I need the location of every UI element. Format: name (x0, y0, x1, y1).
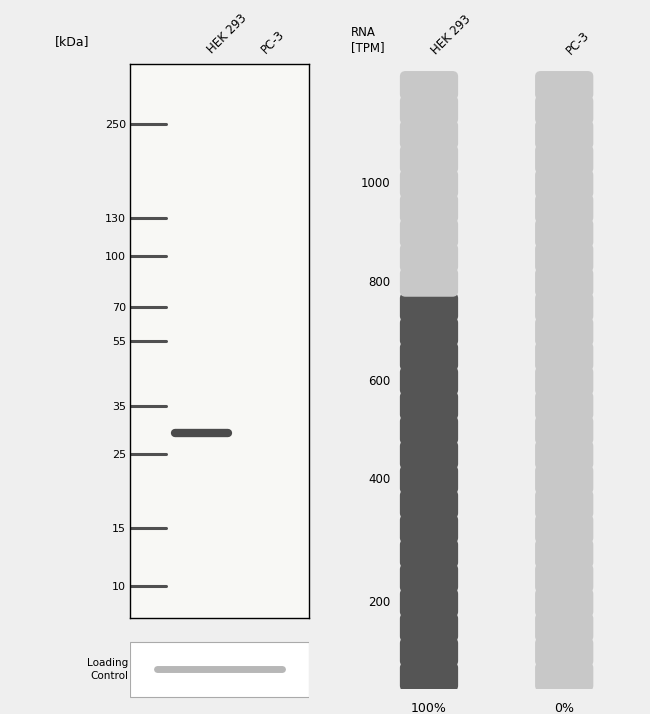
FancyBboxPatch shape (400, 564, 458, 593)
FancyBboxPatch shape (535, 515, 593, 543)
FancyBboxPatch shape (535, 663, 593, 691)
Text: RNA
[TPM]: RNA [TPM] (351, 26, 385, 54)
Text: 1000: 1000 (361, 177, 391, 191)
FancyBboxPatch shape (400, 663, 458, 691)
FancyBboxPatch shape (400, 318, 458, 346)
Text: 800: 800 (369, 276, 391, 289)
FancyBboxPatch shape (400, 121, 458, 149)
Text: 400: 400 (369, 473, 391, 486)
FancyBboxPatch shape (400, 96, 458, 124)
Text: 200: 200 (369, 596, 391, 609)
FancyBboxPatch shape (535, 490, 593, 518)
Text: HEK 293: HEK 293 (429, 13, 473, 58)
FancyBboxPatch shape (535, 121, 593, 149)
FancyBboxPatch shape (130, 642, 309, 697)
FancyBboxPatch shape (400, 441, 458, 469)
FancyBboxPatch shape (535, 293, 593, 321)
FancyBboxPatch shape (535, 318, 593, 346)
FancyBboxPatch shape (535, 170, 593, 198)
Text: Loading
Control: Loading Control (87, 658, 128, 680)
FancyBboxPatch shape (400, 194, 458, 223)
Text: Low: Low (240, 640, 263, 653)
Text: PC-3: PC-3 (259, 28, 287, 56)
Text: 100%: 100% (411, 702, 447, 714)
FancyBboxPatch shape (400, 219, 458, 248)
FancyBboxPatch shape (400, 539, 458, 568)
Text: 600: 600 (369, 375, 391, 388)
FancyBboxPatch shape (535, 638, 593, 666)
FancyBboxPatch shape (535, 564, 593, 593)
FancyBboxPatch shape (400, 268, 458, 297)
FancyBboxPatch shape (400, 466, 458, 494)
FancyBboxPatch shape (400, 490, 458, 518)
FancyBboxPatch shape (535, 539, 593, 568)
FancyBboxPatch shape (400, 588, 458, 617)
FancyBboxPatch shape (535, 588, 593, 617)
FancyBboxPatch shape (535, 71, 593, 100)
FancyBboxPatch shape (400, 416, 458, 445)
FancyBboxPatch shape (400, 145, 458, 174)
FancyBboxPatch shape (535, 268, 593, 297)
FancyBboxPatch shape (400, 515, 458, 543)
FancyBboxPatch shape (535, 441, 593, 469)
FancyBboxPatch shape (535, 391, 593, 420)
FancyBboxPatch shape (535, 219, 593, 248)
FancyBboxPatch shape (400, 391, 458, 420)
FancyBboxPatch shape (400, 243, 458, 272)
FancyBboxPatch shape (535, 145, 593, 174)
FancyBboxPatch shape (535, 367, 593, 396)
FancyBboxPatch shape (400, 170, 458, 198)
Text: PC-3: PC-3 (564, 29, 593, 58)
FancyBboxPatch shape (535, 243, 593, 272)
FancyBboxPatch shape (535, 466, 593, 494)
FancyBboxPatch shape (400, 613, 458, 642)
FancyBboxPatch shape (400, 71, 458, 100)
Text: 0%: 0% (554, 702, 574, 714)
FancyBboxPatch shape (400, 293, 458, 321)
FancyBboxPatch shape (400, 367, 458, 396)
FancyBboxPatch shape (400, 638, 458, 666)
Text: High: High (185, 640, 211, 653)
FancyBboxPatch shape (535, 342, 593, 371)
FancyBboxPatch shape (535, 96, 593, 124)
FancyBboxPatch shape (535, 613, 593, 642)
Text: HEK 293: HEK 293 (205, 11, 250, 56)
Text: [kDa]: [kDa] (55, 35, 90, 48)
FancyBboxPatch shape (535, 194, 593, 223)
FancyBboxPatch shape (535, 416, 593, 445)
FancyBboxPatch shape (400, 342, 458, 371)
